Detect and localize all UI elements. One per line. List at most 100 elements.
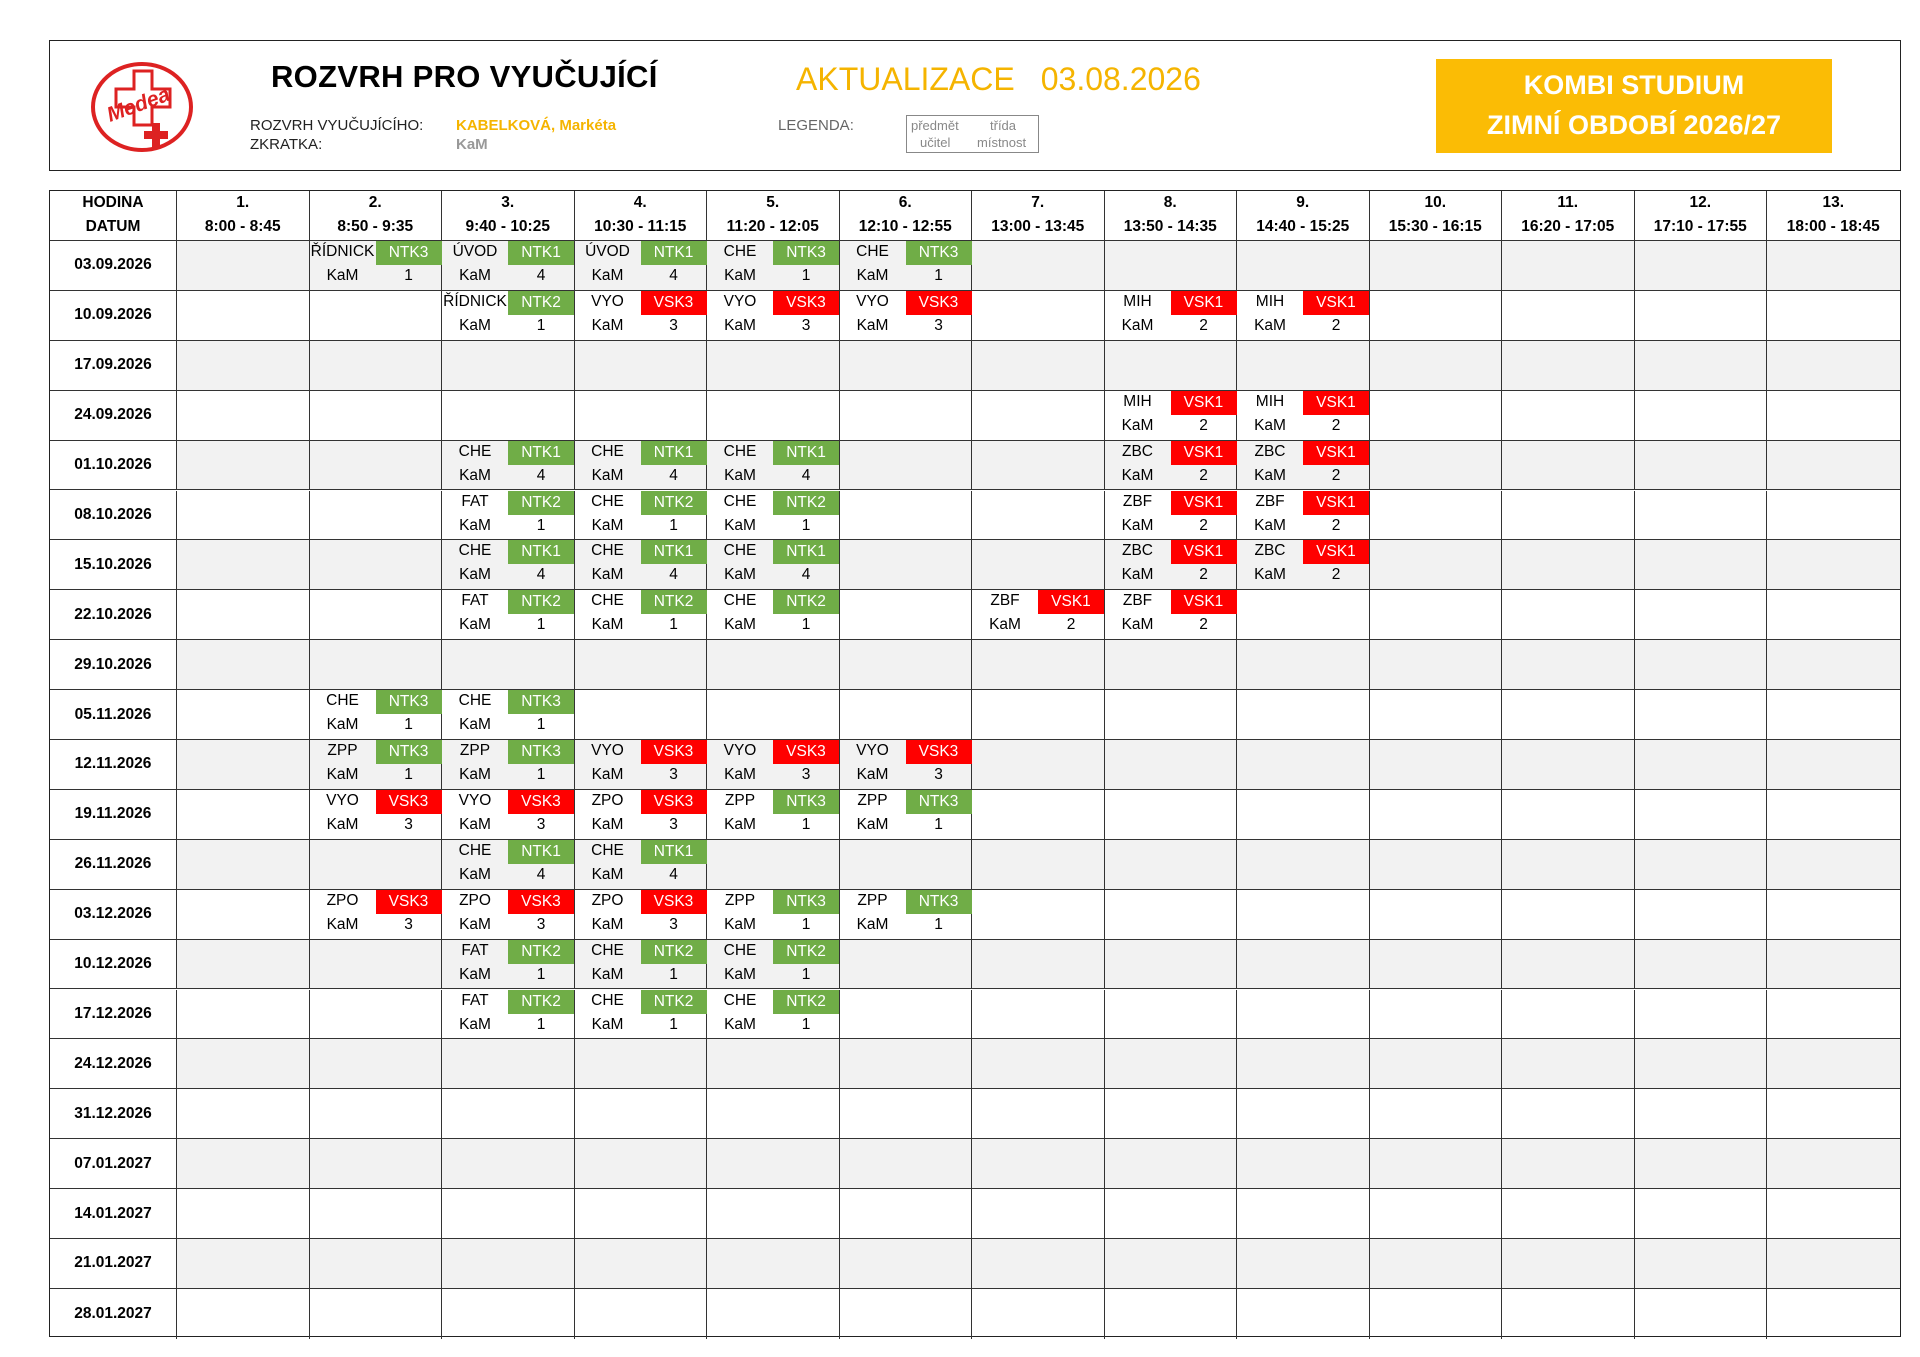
lesson-entry[interactable]: ZPP NTK3 KaM 1 xyxy=(840,889,973,940)
timetable-cell xyxy=(707,839,840,890)
lesson-entry[interactable]: CHE NTK2 KaM 1 xyxy=(575,490,708,541)
lesson-entry[interactable]: CHE NTK1 KaM 4 xyxy=(575,440,708,491)
lesson-entry[interactable]: ZPP NTK3 KaM 1 xyxy=(442,740,575,790)
lesson-entry[interactable]: VYO VSK3 KaM 3 xyxy=(310,789,443,840)
lesson-entry[interactable]: CHE NTK1 KaM 4 xyxy=(575,540,708,590)
timetable-cell xyxy=(574,1039,707,1090)
period-time: 13:50 - 14:35 xyxy=(1123,218,1217,235)
timetable-cell xyxy=(177,540,310,591)
lesson-class-badge: VSK1 xyxy=(1303,390,1369,415)
lesson-entry[interactable]: CHE NTK1 KaM 4 xyxy=(575,839,708,890)
lesson-subject: ŘÍDNICK xyxy=(443,292,507,310)
lesson-class-badge: NTK3 xyxy=(375,690,442,715)
lesson-room: 3 xyxy=(801,766,811,783)
lesson-entry[interactable]: ZPO VSK3 KaM 3 xyxy=(575,789,708,840)
lesson-entry[interactable]: CHE NTK2 KaM 1 xyxy=(707,989,840,1040)
lesson-entry[interactable]: ZPP NTK3 KaM 1 xyxy=(707,889,840,940)
lesson-entry[interactable]: CHE NTK2 KaM 1 xyxy=(707,490,840,541)
timetable-cell xyxy=(1104,241,1237,291)
lesson-entry[interactable]: ZBF VSK1 KaM 2 xyxy=(972,590,1105,640)
lesson-entry[interactable]: ZBF VSK1 KaM 2 xyxy=(1237,490,1370,541)
period-header: 5. 11:20 - 12:05 xyxy=(707,191,840,241)
lesson-entry[interactable]: ZPO VSK3 KaM 3 xyxy=(310,889,443,940)
timetable-cell xyxy=(1237,1089,1370,1140)
lesson-room: 4 xyxy=(536,566,546,584)
lesson-entry[interactable]: ŘÍDNICK NTK3 KaM 1 xyxy=(310,241,443,291)
lesson-entry[interactable]: ZPP NTK3 KaM 1 xyxy=(310,740,443,790)
timetable-cell xyxy=(1634,640,1767,691)
lesson-entry[interactable]: ZPP NTK3 KaM 1 xyxy=(707,789,840,840)
timetable-cell xyxy=(309,590,442,641)
lesson-entry[interactable]: ZPO VSK3 KaM 3 xyxy=(442,889,575,940)
lesson-subject: CHE xyxy=(591,442,624,460)
lesson-entry[interactable]: FAT NTK2 KaM 1 xyxy=(442,590,575,640)
date-cell: 22.10.2026 xyxy=(50,590,177,641)
lesson-entry[interactable]: VYO VSK3 KaM 3 xyxy=(575,290,708,341)
lesson-class-badge: NTK1 xyxy=(508,440,574,465)
lesson-entry[interactable]: ZBF VSK1 KaM 2 xyxy=(1105,490,1238,541)
lesson-entry[interactable]: CHE NTK2 KaM 1 xyxy=(575,590,708,640)
date-cell: 19.11.2026 xyxy=(50,789,177,840)
lesson-entry[interactable]: CHE NTK3 KaM 1 xyxy=(707,241,840,291)
lesson-subject: FAT xyxy=(461,492,489,510)
lesson-entry[interactable]: CHE NTK1 KaM 4 xyxy=(707,440,840,491)
lesson-entry[interactable]: FAT NTK2 KaM 1 xyxy=(442,490,575,541)
lesson-room: 2 xyxy=(1199,516,1208,534)
lesson-entry[interactable]: CHE NTK3 KaM 1 xyxy=(310,690,443,740)
lesson-entry[interactable]: ZBC VSK1 KaM 2 xyxy=(1237,540,1370,590)
lesson-entry[interactable]: ZPO VSK3 KaM 3 xyxy=(575,889,708,940)
lesson-entry[interactable]: CHE NTK3 KaM 1 xyxy=(442,690,575,740)
lesson-entry[interactable]: MIH VSK1 KaM 2 xyxy=(1237,390,1370,441)
lesson-room: 4 xyxy=(801,466,811,484)
timetable-cell xyxy=(1237,490,1370,541)
lesson-entry[interactable]: VYO VSK3 KaM 3 xyxy=(707,740,840,790)
lesson-entry[interactable]: VYO VSK3 KaM 3 xyxy=(575,740,708,790)
lesson-entry[interactable]: ZBF VSK1 KaM 2 xyxy=(1105,590,1238,640)
lesson-entry[interactable]: CHE NTK1 KaM 4 xyxy=(442,839,575,890)
lesson-class-badge: NTK3 xyxy=(773,241,839,265)
timetable-cell xyxy=(1104,989,1237,1040)
lesson-entry[interactable]: MIH VSK1 KaM 2 xyxy=(1105,390,1238,441)
lesson-entry[interactable]: ŘÍDNICK NTK2 KaM 1 xyxy=(442,290,575,341)
timetable-cell xyxy=(840,1288,972,1339)
lesson-entry[interactable]: ZPP NTK3 KaM 1 xyxy=(840,789,973,840)
timetable-cell xyxy=(177,590,310,641)
lesson-entry[interactable]: CHE NTK2 KaM 1 xyxy=(575,989,708,1040)
lesson-subject: MIH xyxy=(1123,292,1152,310)
lesson-entry[interactable]: ZBC VSK1 KaM 2 xyxy=(1105,540,1238,590)
timetable-cell xyxy=(839,1239,972,1289)
lesson-entry[interactable]: ZBC VSK1 KaM 2 xyxy=(1105,440,1238,491)
lesson-entry[interactable]: MIH VSK1 KaM 2 xyxy=(1105,290,1238,341)
lesson-entry[interactable]: ÚVOD NTK1 KaM 4 xyxy=(442,241,575,291)
study-period-banner: KOMBI STUDIUM ZIMNÍ OBDOBÍ 2026/27 xyxy=(1436,59,1832,153)
lesson-entry[interactable]: FAT NTK2 KaM 1 xyxy=(442,989,575,1040)
lesson-entry[interactable]: CHE NTK1 KaM 4 xyxy=(707,540,840,590)
timetable-cell xyxy=(1237,390,1370,441)
lesson-teacher: KaM xyxy=(459,1015,491,1033)
lesson-entry[interactable]: CHE NTK3 KaM 1 xyxy=(840,241,973,291)
timetable-cell xyxy=(177,1239,310,1289)
lesson-entry[interactable]: CHE NTK2 KaM 1 xyxy=(575,939,708,990)
lesson-entry[interactable]: CHE NTK2 KaM 1 xyxy=(707,590,840,640)
lesson-entry[interactable]: VYO VSK3 KaM 3 xyxy=(442,789,575,840)
timetable-grid: HODINA DATUM 1. 8:00 - 8:45 2. 8:50 - 9:35 3. 9… xyxy=(49,190,1901,1339)
lesson-entry[interactable]: ZBC VSK1 KaM 2 xyxy=(1237,440,1370,491)
lesson-entry[interactable]: ÚVOD NTK1 KaM 4 xyxy=(575,241,708,291)
period-header: 13. 18:00 - 18:45 xyxy=(1767,191,1900,241)
timetable-cell xyxy=(972,839,1105,890)
lesson-entry[interactable]: VYO VSK3 KaM 3 xyxy=(707,290,840,341)
lesson-entry[interactable]: MIH VSK1 KaM 2 xyxy=(1237,290,1370,341)
timetable-cell xyxy=(177,1139,310,1190)
period-number: 7. xyxy=(1031,194,1045,211)
lesson-entry[interactable]: FAT NTK2 KaM 1 xyxy=(442,939,575,990)
timetable-cell xyxy=(1767,839,1900,890)
timetable-cell xyxy=(1104,789,1237,840)
lesson-entry[interactable]: VYO VSK3 KaM 3 xyxy=(840,290,973,341)
lesson-entry[interactable]: VYO VSK3 KaM 3 xyxy=(840,740,973,790)
lesson-entry[interactable]: CHE NTK1 KaM 4 xyxy=(442,440,575,491)
lesson-teacher: KaM xyxy=(1121,566,1154,584)
lesson-entry[interactable]: CHE NTK2 KaM 1 xyxy=(707,939,840,990)
timetable-cell xyxy=(707,290,840,341)
timetable-cell xyxy=(707,1288,840,1339)
lesson-entry[interactable]: CHE NTK1 KaM 4 xyxy=(442,540,575,590)
